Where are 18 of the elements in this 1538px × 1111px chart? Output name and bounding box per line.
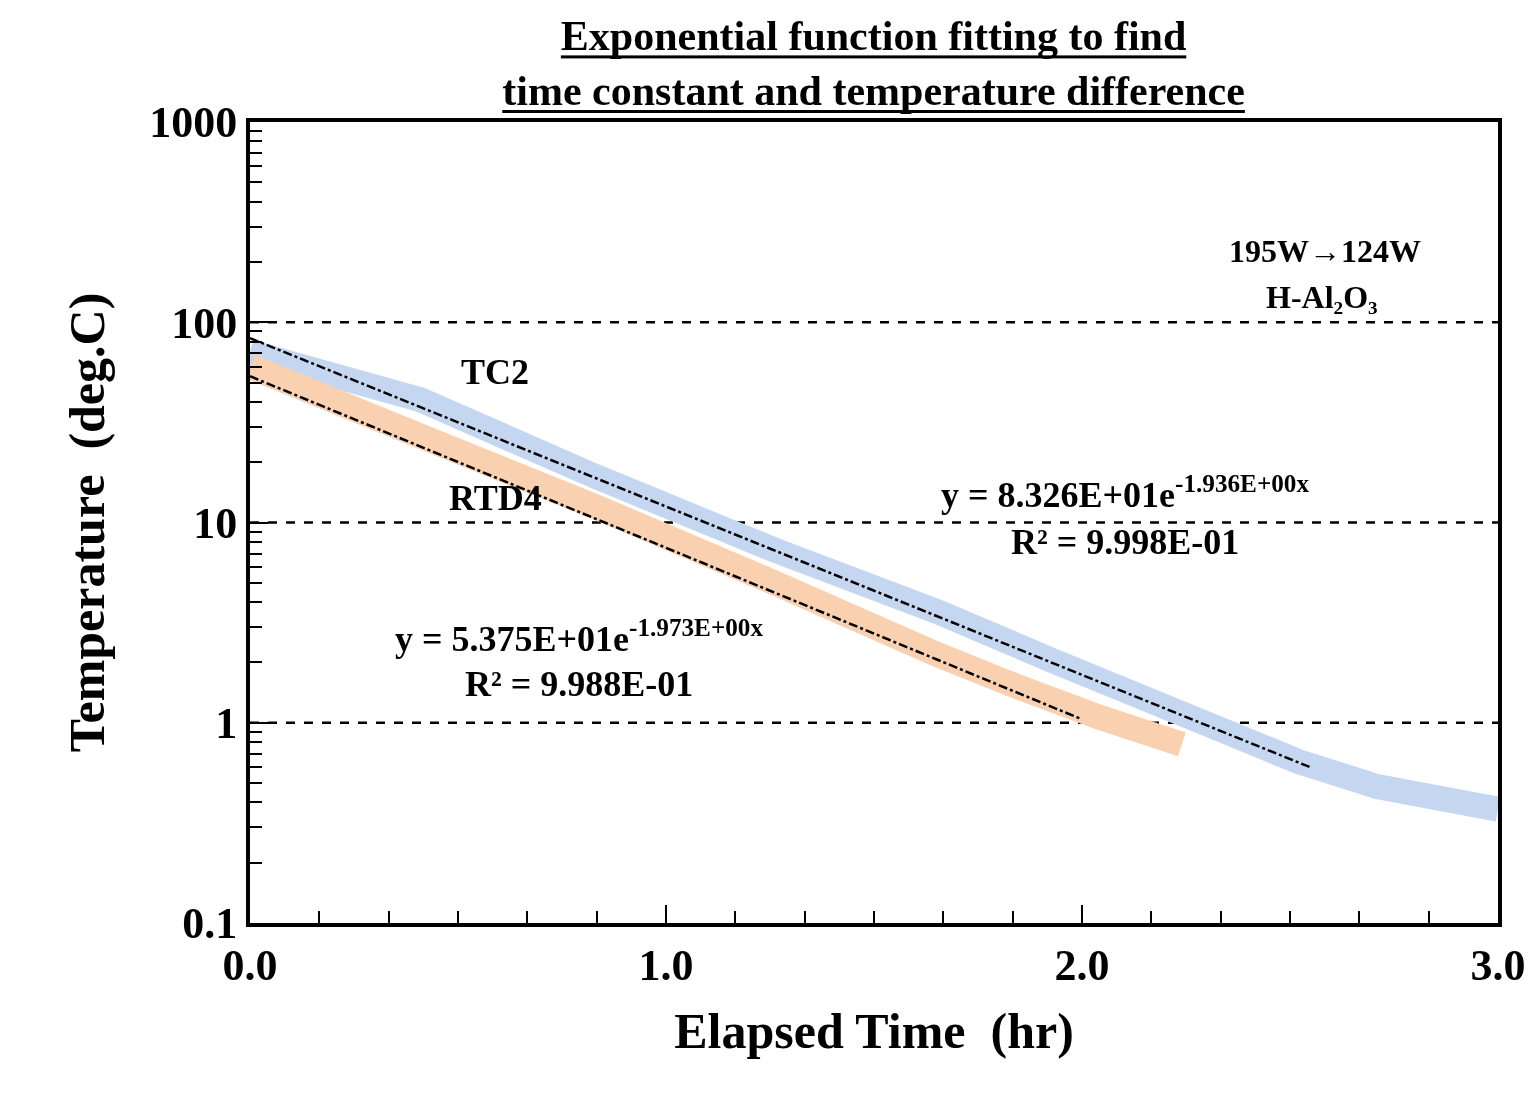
- y-tick-label: 1: [215, 699, 238, 749]
- y-tick-label: 100: [171, 298, 238, 348]
- y-tick-label: 1000: [149, 98, 238, 148]
- x-tick-label: 2.0: [1054, 940, 1110, 990]
- x-tick-label: 1.0: [638, 940, 694, 990]
- annotation: H-Al₂O₃: [1266, 279, 1378, 315]
- series-label: RTD4: [449, 478, 542, 518]
- y-tick-label: 10: [193, 498, 238, 548]
- annotation: R² = 9.998E-01: [1011, 522, 1240, 562]
- annotation: y = 8.326E+01e$^{-1.936E+00x}$: [941, 470, 1310, 516]
- annotation: 195W→124W: [1229, 233, 1421, 269]
- x-tick-label: 3.0: [1470, 940, 1526, 990]
- annotation: R² = 9.988E-01: [465, 664, 694, 704]
- series-label: TC2: [461, 352, 530, 392]
- x-axis-title: Elapsed Time (hr): [674, 1002, 1074, 1059]
- annotation: y = 5.375E+01e$^{-1.973E+00x}$: [395, 614, 764, 660]
- chart-title: Exponential function fitting to find time constant and temperature difference: [502, 13, 1245, 114]
- y-axis-title: Temperature (deg.C): [58, 292, 115, 753]
